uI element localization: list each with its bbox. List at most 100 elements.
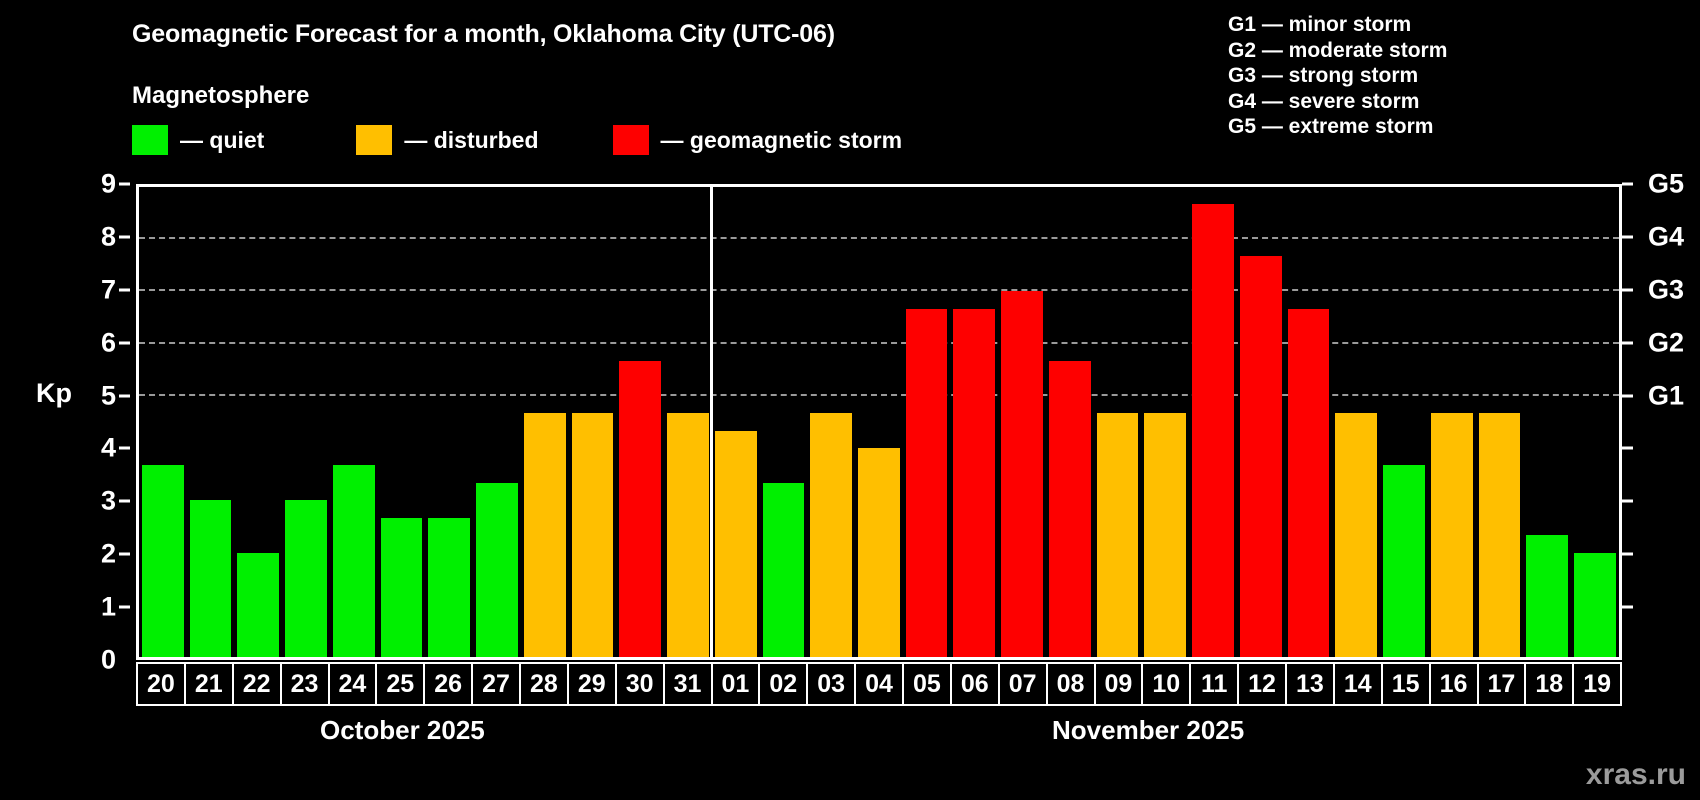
bar[interactable] — [571, 413, 614, 657]
x-axis-day-label: 20 — [136, 664, 186, 704]
bar-cell[interactable] — [1189, 187, 1237, 657]
x-axis-day-label: 13 — [1287, 664, 1335, 704]
x-axis-day-label: 15 — [1382, 664, 1431, 704]
y-tick-label: 6 — [100, 327, 116, 358]
y-axis-gscale: G1 G2 G3 G4 G5 — [1622, 170, 1700, 660]
bar-cell[interactable] — [1428, 187, 1476, 657]
bar-cell[interactable] — [330, 187, 378, 657]
g-tick-mark — [1622, 288, 1633, 292]
bar-cell[interactable] — [1332, 187, 1380, 657]
bar[interactable] — [905, 308, 948, 657]
bar[interactable] — [1478, 413, 1521, 657]
bar-cell[interactable] — [569, 187, 617, 657]
x-axis-day-label: 23 — [281, 664, 330, 704]
y-tick-label: 4 — [100, 432, 116, 463]
bar[interactable] — [714, 430, 757, 657]
bar[interactable] — [332, 465, 375, 657]
bar-cell[interactable] — [1523, 187, 1571, 657]
y-tick-mark — [119, 288, 130, 292]
bar[interactable] — [237, 552, 280, 657]
bar[interactable] — [762, 483, 805, 657]
x-axis-day-label: 31 — [664, 664, 713, 704]
g-tick-mark — [1622, 182, 1633, 186]
bar-cell[interactable] — [712, 187, 760, 657]
bar[interactable] — [380, 517, 423, 657]
bar[interactable] — [858, 448, 900, 657]
y-tick-mark — [119, 235, 130, 239]
bar-cell[interactable] — [855, 187, 903, 657]
bar-cell[interactable] — [1571, 187, 1619, 657]
bar[interactable] — [1335, 413, 1378, 657]
bar[interactable] — [1096, 413, 1139, 657]
legend-item-quiet: — quiet — [132, 125, 264, 155]
bar-cell[interactable] — [1285, 187, 1333, 657]
bar[interactable] — [1526, 535, 1569, 657]
bar[interactable] — [1287, 308, 1330, 657]
bar-cell[interactable] — [998, 187, 1046, 657]
bar-cell[interactable] — [807, 187, 855, 657]
bar-cell[interactable] — [1476, 187, 1524, 657]
x-axis-day-label: 01 — [712, 664, 761, 704]
y-tick-label: 0 — [100, 644, 116, 675]
bar-cell[interactable] — [950, 187, 998, 657]
legend-label-disturbed: — disturbed — [404, 126, 539, 153]
x-axis-day-label: 11 — [1191, 664, 1240, 704]
bar-cell[interactable] — [521, 187, 569, 657]
bar-cell[interactable] — [139, 187, 187, 657]
y-tick-label: 8 — [100, 221, 116, 252]
gridline — [139, 237, 1619, 240]
gridline — [139, 341, 1619, 344]
y-tick-label: 7 — [100, 274, 116, 305]
g-tick-mark — [1622, 341, 1633, 345]
x-axis-day-label: 19 — [1574, 664, 1623, 704]
month-divider — [710, 187, 714, 657]
bar[interactable] — [189, 500, 232, 657]
bar[interactable] — [619, 360, 662, 657]
x-axis-day-label: 26 — [425, 664, 474, 704]
x-axis-day-label: 21 — [185, 664, 234, 704]
bar-cell[interactable] — [664, 187, 712, 657]
bar-cell[interactable] — [1380, 187, 1428, 657]
legend-swatch-storm-icon — [612, 125, 649, 155]
gridline — [139, 393, 1619, 396]
bar[interactable] — [1383, 465, 1425, 657]
bar[interactable] — [1239, 256, 1282, 657]
y-tick-mark — [119, 341, 130, 345]
g-tick-mark-minor — [1622, 446, 1633, 450]
bar-cell[interactable] — [1237, 187, 1285, 657]
bar[interactable] — [1048, 360, 1091, 657]
g-scale-key-row: G4 — severe storm — [1228, 89, 1420, 113]
bar-cell[interactable] — [760, 187, 808, 657]
g-tick-label: G1 — [1648, 380, 1685, 411]
bar-cell[interactable] — [616, 187, 664, 657]
bar[interactable] — [1192, 204, 1234, 657]
g-scale-key-row: G2 — moderate storm — [1228, 38, 1448, 62]
bar[interactable] — [667, 413, 709, 657]
bar[interactable] — [953, 308, 996, 657]
bar[interactable] — [1574, 552, 1616, 657]
bar[interactable] — [1144, 413, 1187, 657]
g-scale-key-row: G5 — extreme storm — [1228, 115, 1434, 138]
y-tick-label: 1 — [100, 591, 116, 622]
bar[interactable] — [810, 413, 853, 657]
magnetosphere-section-label: Magnetosphere — [132, 82, 310, 109]
watermark: xras.ru — [1585, 758, 1686, 791]
legend-label-quiet: — quiet — [180, 126, 265, 153]
bar[interactable] — [142, 465, 184, 657]
bar-cell[interactable] — [1046, 187, 1094, 657]
bar-cell[interactable] — [234, 187, 282, 657]
bar[interactable] — [1001, 291, 1043, 657]
bar-cell[interactable] — [903, 187, 951, 657]
bar[interactable] — [428, 517, 471, 657]
bar-cell[interactable] — [378, 187, 426, 657]
bar[interactable] — [1430, 413, 1473, 657]
bar[interactable] — [523, 413, 566, 657]
bar[interactable] — [476, 483, 518, 657]
bar-cell[interactable] — [425, 187, 473, 657]
bar[interactable] — [285, 500, 327, 657]
bar-cell[interactable] — [473, 187, 521, 657]
bar-cell[interactable] — [1141, 187, 1189, 657]
bar-cell[interactable] — [1094, 187, 1142, 657]
bar-cell[interactable] — [282, 187, 330, 657]
bar-cell[interactable] — [187, 187, 235, 657]
